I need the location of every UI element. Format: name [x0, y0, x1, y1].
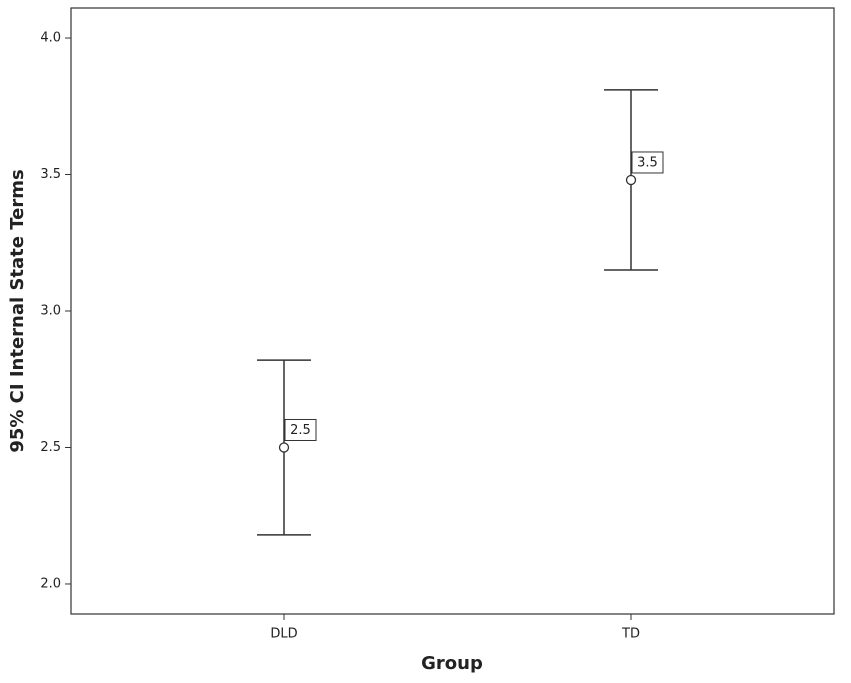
y-tick-label: 3.5: [40, 167, 61, 182]
mean-point: [625, 174, 637, 186]
value-label-box: [631, 151, 664, 174]
value-label: 2.5: [290, 423, 311, 438]
x-tick-label: DLD: [270, 627, 297, 642]
y-tick-label: 2.0: [40, 576, 61, 591]
mean-point: [278, 442, 290, 453]
y-tick-label: 4.0: [40, 31, 61, 46]
value-label: 3.5: [637, 155, 658, 170]
y-axis-title: 95% CI Internal State Terms: [7, 169, 28, 452]
x-axis-title: Group: [421, 653, 483, 674]
y-tick-label: 3.0: [40, 304, 61, 319]
x-tick-label: TD: [621, 627, 640, 642]
y-tick-label: 2.5: [40, 440, 61, 455]
plot-frame: [70, 7, 835, 615]
value-label-box: [284, 418, 317, 441]
